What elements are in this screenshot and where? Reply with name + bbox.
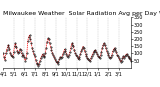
Text: Milwaukee Weather  Solar Radiation Avg per Day W/m2/minute: Milwaukee Weather Solar Radiation Avg pe… (3, 11, 160, 16)
